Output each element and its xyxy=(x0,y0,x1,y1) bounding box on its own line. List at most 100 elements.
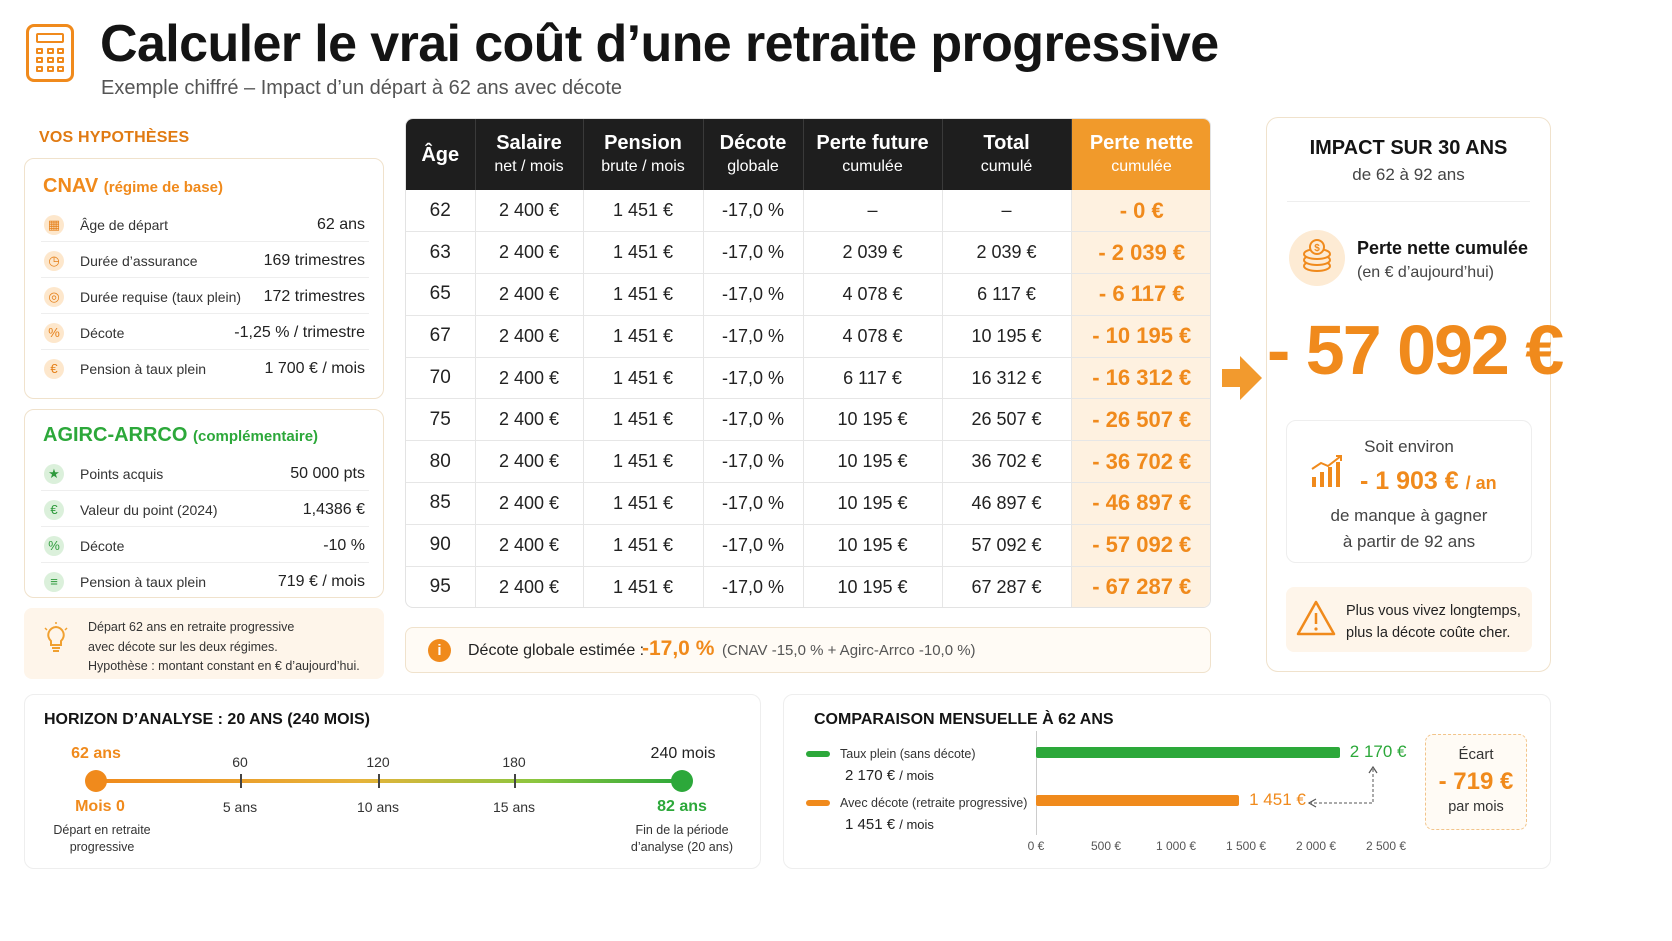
yearly-loss-value: - 1 903 € xyxy=(1360,467,1459,495)
table-row: 67 2 400 €1 451 € -17,0 % 4 078 €10 195 € - … xyxy=(406,315,1210,358)
table-cell: 2 400 € xyxy=(475,524,584,567)
impact-subtitle: de 62 à 92 ans xyxy=(1352,165,1465,184)
agirc-card: AGIRC-ARRCO (complémentaire) ★ Points acq… xyxy=(24,409,384,598)
loss-sublabel: (en € d’aujourd’hui) xyxy=(1357,264,1494,281)
table-cell: 2 400 € xyxy=(475,231,584,275)
table-cell: 10 195 € xyxy=(803,524,943,567)
bar-value-label: 2 170 € xyxy=(1349,742,1407,761)
table-cell: 2 400 € xyxy=(475,440,584,484)
column-header-sub: cumulé xyxy=(980,157,1033,175)
column-header-main: Décote xyxy=(719,131,787,154)
hypotheses-label: VOS HYPOTHÈSES xyxy=(39,129,190,146)
table-row: 70 2 400 €1 451 € -17,0 % 6 117 €16 312 € - … xyxy=(406,357,1210,400)
legend-value-full: 2 170 € xyxy=(845,767,896,784)
start-age: 62 ans xyxy=(71,745,121,762)
legend-swatch-full xyxy=(806,751,830,757)
table-cell: 4 078 € xyxy=(803,315,943,358)
cnav-title: CNAV xyxy=(43,175,99,197)
shortfall-line-2: à partir de 92 ans xyxy=(1342,532,1476,551)
legend-unit-full: / mois xyxy=(899,768,934,783)
table-cell: - 2 039 € xyxy=(1071,231,1210,275)
gap-unit: par mois xyxy=(1448,799,1504,815)
hypothesis-note: Départ 62 ans en retraite progressive av… xyxy=(24,608,384,679)
global-discount-detail: (CNAV -15,0 % + Agirc-Arrco -10,0 %) xyxy=(722,642,976,659)
table-row: 75 2 400 €1 451 € -17,0 % 10 195 €26 507 € -… xyxy=(406,398,1210,442)
table-row: 65 2 400 €1 451 € -17,0 % 4 078 €6 117 € - 6… xyxy=(406,273,1210,316)
hypothesis-label: Durée d’assurance xyxy=(80,253,198,269)
table-cell: 2 400 € xyxy=(475,315,584,358)
svg-text:$: $ xyxy=(1314,243,1320,254)
table-cell: -17,0 % xyxy=(703,398,804,442)
table-cell: 95 xyxy=(406,566,476,607)
column-header-main: Salaire xyxy=(496,131,562,154)
end-month: 240 mois xyxy=(650,745,716,762)
target-icon: ◎ xyxy=(44,287,64,307)
end-desc-2: d’analyse (20 ans) xyxy=(630,840,734,854)
hypothesis-value: 50 000 pts xyxy=(290,465,365,482)
column-header-sub: brute / mois xyxy=(601,157,685,175)
timeline-start-dot xyxy=(85,770,107,792)
hypothesis-value: -10 % xyxy=(323,537,365,554)
hypothesis-value: 1,4386 € xyxy=(302,501,365,518)
table-cell: 1 451 € xyxy=(583,398,704,442)
column-header-main: Perte future xyxy=(816,131,929,154)
table-row: 95 2 400 €1 451 € -17,0 % 10 195 €67 287 € -… xyxy=(406,566,1210,607)
gap-value: - 719 € xyxy=(1438,768,1514,795)
calendar-icon: ▦ xyxy=(44,215,64,235)
table-cell: 4 078 € xyxy=(803,273,943,316)
x-tick-label: 2 000 € xyxy=(1295,839,1337,853)
legend-label-full: Taux plein (sans décote) xyxy=(840,747,976,761)
column-header: Âge xyxy=(406,119,476,190)
column-header-main: Total xyxy=(983,131,1030,154)
x-tick-label: 500 € xyxy=(1090,839,1122,853)
legend-swatch-reduced xyxy=(806,800,830,806)
table-cell: 85 xyxy=(406,482,476,525)
clock-icon: ◷ xyxy=(44,251,64,271)
table-cell: - 36 702 € xyxy=(1071,440,1210,484)
lightbulb-icon xyxy=(44,622,68,652)
table-cell: 2 039 € xyxy=(803,231,943,275)
loss-table: Âge Salaire net / mois Pension brute / mois D… xyxy=(405,118,1211,608)
chart-bar xyxy=(1036,795,1240,806)
table-cell: 36 702 € xyxy=(942,440,1072,484)
table-cell: - 57 092 € xyxy=(1071,524,1210,567)
hypothesis-label: Âge de départ xyxy=(80,217,168,233)
bar-chart-icon xyxy=(1311,455,1342,487)
table-row: 85 2 400 €1 451 € -17,0 % 10 195 €46 897 € -… xyxy=(406,482,1210,525)
start-desc-1: Départ en retraite xyxy=(53,823,151,837)
end-age: 82 ans xyxy=(657,798,707,815)
x-tick-label: 1 000 € xyxy=(1155,839,1197,853)
table-cell: 2 039 € xyxy=(942,231,1072,275)
column-header-sub: net / mois xyxy=(494,157,564,175)
impact-panel: IMPACT SUR 30 ANS de 62 à 92 ans $ Perte… xyxy=(1266,117,1564,672)
coins-icon: $ xyxy=(1289,230,1345,286)
total-loss-value: - 57 092 € xyxy=(1267,311,1564,389)
horizon-title: HORIZON D’ANALYSE : 20 ANS (240 MOIS) xyxy=(44,711,370,728)
legend-unit-reduced: / mois xyxy=(899,817,934,832)
hypothesis-row: % Décote -1,25 % / trimestre xyxy=(41,314,369,350)
table-row: 63 2 400 €1 451 € -17,0 % 2 039 €2 039 € - 2… xyxy=(406,231,1210,275)
shortfall-line-1: de manque à gagner xyxy=(1330,506,1488,525)
column-header-main: Âge xyxy=(421,143,460,166)
hypothesis-row: € Pension à taux plein 1 700 € / mois xyxy=(41,350,369,386)
table-cell: 6 117 € xyxy=(803,357,943,400)
column-header: Salaire net / mois xyxy=(475,119,584,190)
connector-arrow xyxy=(1307,765,1378,808)
table-cell: -17,0 % xyxy=(703,357,804,400)
hypothesis-label: Durée requise (taux plein) xyxy=(80,289,242,305)
table-cell: 10 195 € xyxy=(803,440,943,484)
table-row: 62 2 400 €1 451 € -17,0 % – – - 0 € xyxy=(406,190,1210,233)
global-discount-info: i Décote globale estimée : -17,0 % (CNAV… xyxy=(405,627,1211,673)
x-tick-label: 2 500 € xyxy=(1365,839,1407,853)
table-cell: -17,0 % xyxy=(703,231,804,275)
hypothesis-label: Pension à taux plein xyxy=(80,361,207,377)
table-cell: 1 451 € xyxy=(583,273,704,316)
loss-label: Perte nette cumulée xyxy=(1357,238,1529,258)
table-cell: -17,0 % xyxy=(703,273,804,316)
impact-title: IMPACT SUR 30 ANS xyxy=(1309,137,1508,159)
hypothesis-value: 169 trimestres xyxy=(263,252,365,269)
timeline-tick xyxy=(240,774,242,788)
info-icon: i xyxy=(428,639,451,662)
horizon-panel: HORIZON D’ANALYSE : 20 ANS (240 MOIS) 62… xyxy=(24,694,761,869)
table-cell: 2 400 € xyxy=(475,357,584,400)
